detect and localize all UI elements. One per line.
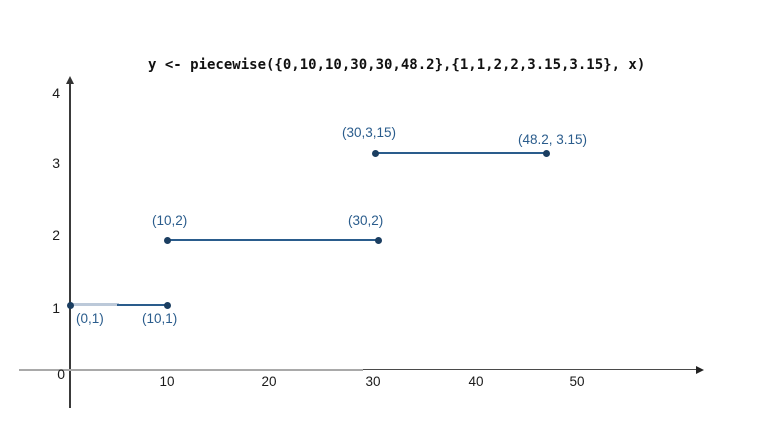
segment-3 (375, 152, 546, 154)
x-axis-arrow-icon (696, 365, 704, 374)
data-point (163, 301, 171, 309)
data-point (66, 301, 74, 309)
y-tick-label: 4 (52, 85, 60, 101)
segment-1 (117, 304, 167, 306)
point-label: (10,2) (152, 213, 188, 228)
data-point (374, 236, 382, 244)
point-label: (0,1) (76, 311, 104, 326)
data-point (163, 236, 171, 244)
x-tick-label: 10 (159, 374, 175, 389)
plot-title: y <- piecewise({0,10,10,30,30,48.2},{1,1… (148, 57, 646, 73)
segment-1-highlight (70, 303, 119, 306)
x-axis-line-left (19, 368, 363, 371)
point-label: (10,1) (142, 311, 178, 326)
x-tick-label: 40 (468, 374, 484, 389)
data-point (542, 149, 550, 157)
point-label: (48.2, 3.15) (518, 132, 588, 147)
point-label: (30,3,15) (342, 125, 397, 140)
point-label: (30,2) (348, 213, 384, 228)
origin-label: 0 (57, 366, 65, 382)
y-axis-arrow-icon (65, 76, 74, 84)
x-axis-line-right (363, 369, 697, 371)
x-tick-label: 20 (261, 374, 277, 389)
y-tick-label: 1 (52, 300, 60, 316)
segment-2 (167, 239, 378, 241)
x-tick-label: 50 (569, 374, 585, 389)
data-point (371, 149, 379, 157)
y-tick-label: 3 (52, 155, 60, 171)
y-axis-line (69, 84, 71, 408)
x-tick-label: 30 (365, 374, 381, 389)
y-tick-label: 2 (52, 227, 60, 243)
